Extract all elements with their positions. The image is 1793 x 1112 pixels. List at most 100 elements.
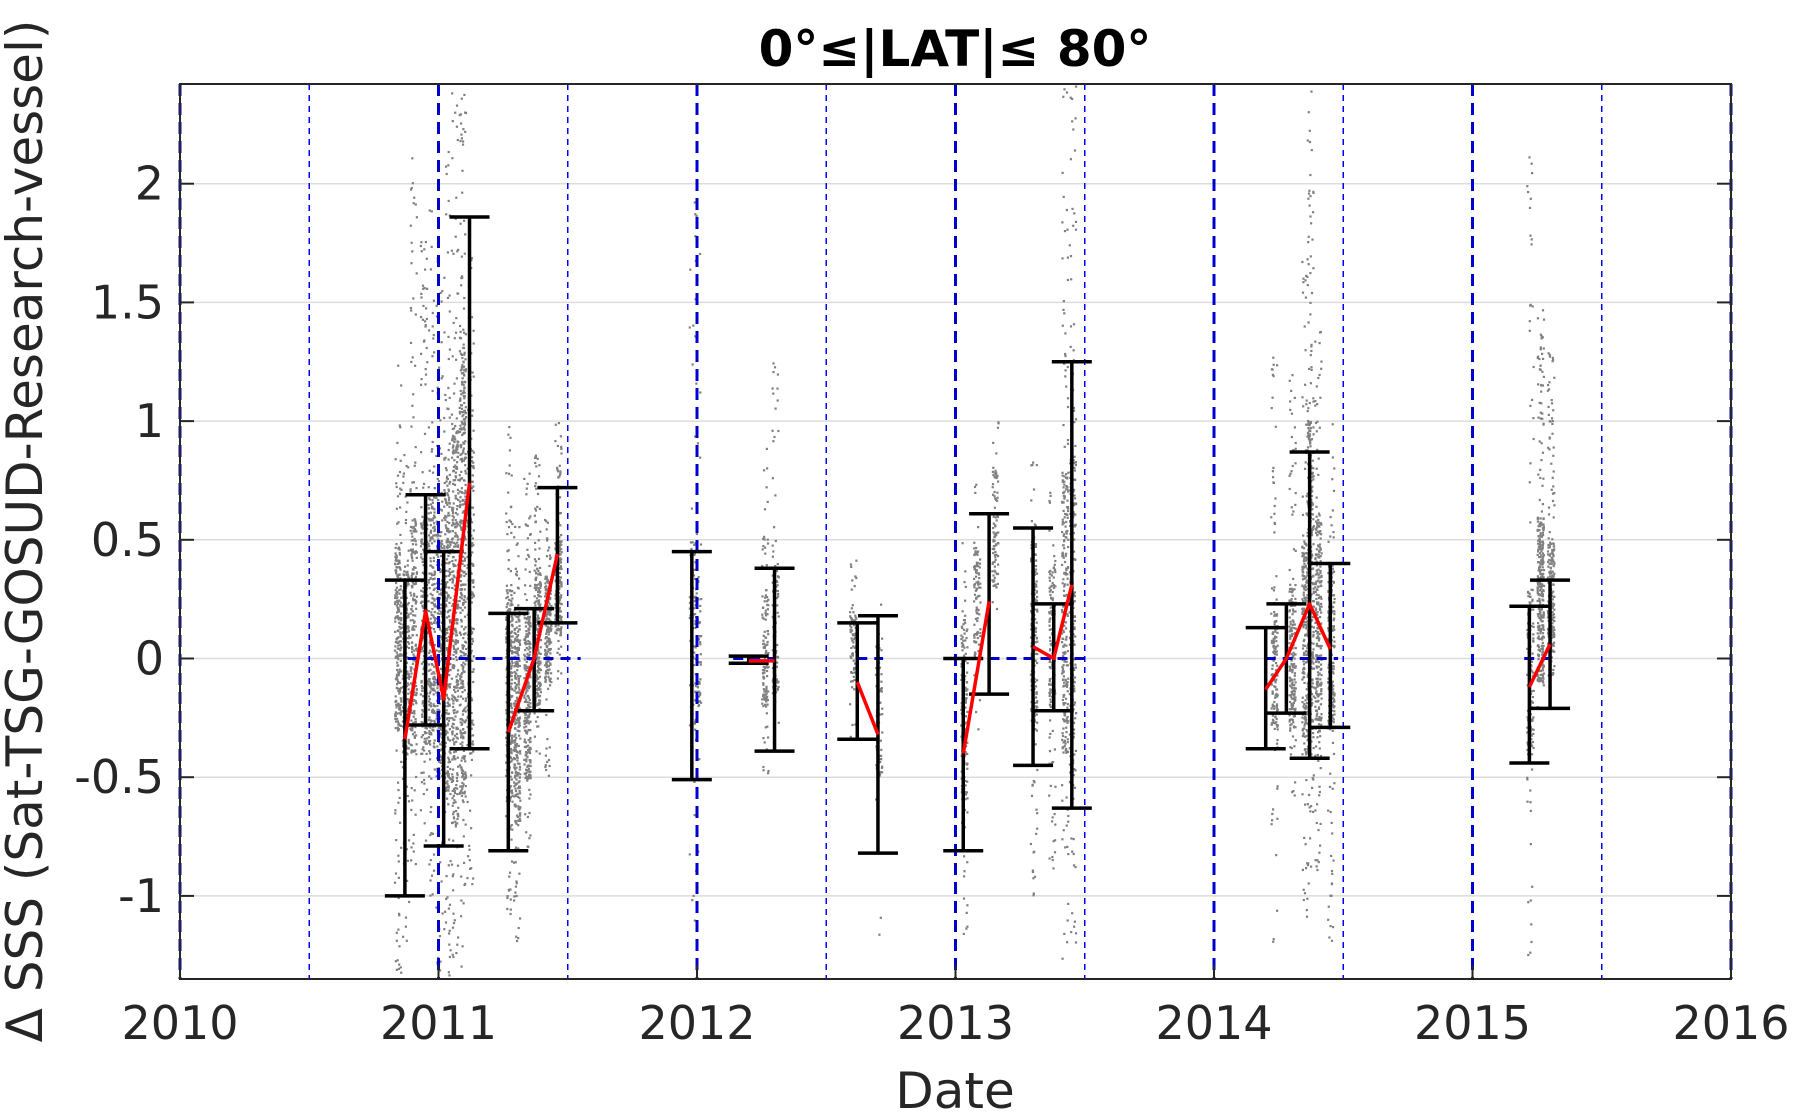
data-point <box>458 524 461 527</box>
data-point <box>519 799 522 802</box>
data-point <box>528 749 531 753</box>
data-point <box>546 640 549 643</box>
data-point <box>448 505 451 508</box>
data-point <box>518 765 522 768</box>
data-point <box>444 514 447 518</box>
data-point <box>395 968 398 971</box>
data-point <box>464 495 467 498</box>
data-point <box>470 758 473 761</box>
data-point <box>764 636 767 639</box>
data-point <box>433 529 436 533</box>
data-point <box>458 406 461 409</box>
data-point <box>395 720 398 723</box>
data-point <box>411 645 414 648</box>
data-point <box>455 658 458 662</box>
data-point <box>545 670 548 673</box>
data-point <box>409 669 412 672</box>
data-point <box>410 729 413 732</box>
data-point <box>538 671 541 674</box>
data-point <box>446 530 449 533</box>
data-point <box>428 725 431 728</box>
data-point <box>448 545 451 548</box>
data-point <box>514 821 517 824</box>
data-point <box>410 672 413 675</box>
data-point <box>460 790 463 793</box>
data-point <box>430 245 433 248</box>
data-point <box>394 645 397 648</box>
data-point <box>439 650 442 653</box>
data-point <box>525 698 528 701</box>
data-point <box>413 731 416 734</box>
data-point <box>554 542 557 545</box>
data-point <box>767 736 770 739</box>
data-point <box>529 729 532 732</box>
data-point <box>537 601 541 604</box>
data-point <box>506 533 509 536</box>
data-point <box>429 690 432 693</box>
data-point <box>560 445 563 448</box>
data-point <box>505 606 508 609</box>
data-point <box>510 789 514 792</box>
data-point <box>526 482 529 485</box>
data-point <box>534 485 537 488</box>
data-point <box>447 458 450 461</box>
data-point <box>405 464 408 468</box>
data-point <box>539 684 542 688</box>
data-point <box>429 536 432 539</box>
data-point <box>460 723 463 726</box>
data-point <box>851 723 854 727</box>
data-point <box>853 678 856 682</box>
data-point <box>536 716 539 719</box>
data-point <box>765 700 768 703</box>
data-point <box>458 474 461 477</box>
data-point <box>762 769 765 772</box>
data-point <box>449 860 452 863</box>
data-point <box>693 814 696 817</box>
data-point <box>462 669 465 672</box>
data-point <box>449 628 452 631</box>
data-point <box>534 461 537 464</box>
data-point <box>560 558 563 561</box>
data-point <box>414 519 417 522</box>
data-point <box>447 511 450 514</box>
data-point <box>524 584 527 587</box>
data-point <box>446 783 449 786</box>
data-point <box>511 688 514 691</box>
data-point <box>419 244 422 248</box>
data-point <box>425 731 428 734</box>
data-point <box>399 487 402 490</box>
data-point <box>415 649 418 652</box>
data-point <box>524 643 527 646</box>
data-point <box>964 715 967 718</box>
data-point <box>399 659 402 662</box>
data-point <box>400 541 403 545</box>
data-point <box>427 736 431 739</box>
data-point <box>411 647 414 650</box>
data-point <box>451 506 454 509</box>
data-point <box>539 639 543 642</box>
data-point <box>453 619 456 622</box>
data-point <box>559 496 562 499</box>
data-point <box>440 603 443 606</box>
data-point <box>463 420 466 423</box>
data-point <box>964 779 967 783</box>
data-point <box>428 651 431 655</box>
data-point <box>514 768 517 771</box>
data-point <box>406 573 409 576</box>
data-point <box>425 307 428 310</box>
data-point <box>435 775 438 778</box>
data-point <box>397 673 400 676</box>
data-point <box>696 442 699 445</box>
data-point <box>470 257 473 260</box>
data-point <box>549 662 552 665</box>
data-point <box>411 404 414 407</box>
data-point <box>447 625 450 628</box>
data-point <box>399 635 402 638</box>
data-point <box>407 613 410 616</box>
data-point <box>446 503 449 506</box>
data-point <box>413 552 417 555</box>
data-point <box>411 557 414 560</box>
data-point <box>700 598 703 601</box>
data-point <box>440 715 443 718</box>
data-point <box>515 793 518 796</box>
